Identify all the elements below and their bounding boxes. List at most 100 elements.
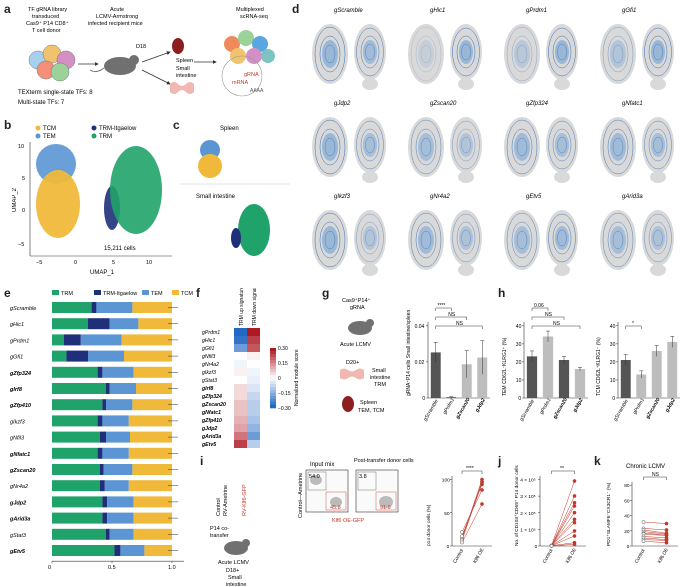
- c-spleen-tcm: [198, 154, 222, 178]
- density-contour: [602, 119, 634, 175]
- significance-bracket: [551, 470, 575, 474]
- density-fill: [514, 226, 530, 254]
- g-mouse-icon: [348, 319, 374, 335]
- i-flow-plot-post: [355, 469, 399, 513]
- e-row-label: gEtv5: [9, 549, 26, 555]
- g-schema-5: Small: [372, 368, 386, 374]
- i-mouse-icon: [224, 539, 250, 555]
- density-fill: [651, 133, 665, 157]
- density-contour: [356, 120, 384, 170]
- y-tick-label: 0.04: [415, 324, 425, 330]
- e-bar-segment: [106, 431, 130, 443]
- polya-label: AAAA: [250, 88, 264, 94]
- intestine-label-1: Small: [176, 66, 190, 72]
- i-gate-1: 54.0: [309, 474, 320, 480]
- e-row-label: gArid3a: [9, 517, 30, 523]
- pair-line: [551, 502, 575, 546]
- e-bar-segment: [96, 302, 133, 313]
- y-tick-label: 30: [610, 342, 616, 348]
- e-row-label: gScramble: [10, 306, 36, 312]
- density-plot-title: gNfatc1: [622, 101, 643, 107]
- f-colorbar-step: [270, 357, 276, 361]
- f-row-label: gJdp2: [201, 426, 217, 432]
- g-schema-1: Cas9⁺P14⁺: [342, 297, 371, 304]
- spleen-icon: [172, 38, 184, 54]
- c-intestine-trm-low: [231, 228, 241, 248]
- pair-line: [643, 537, 667, 540]
- g-intestine-icon: [340, 368, 364, 380]
- e-row-label: gPrdm1: [10, 338, 29, 344]
- e-bar-segment: [109, 528, 134, 540]
- legend-dot-trm: [91, 133, 97, 139]
- legend-dot-trm-low: [91, 125, 97, 131]
- density-fill: [610, 226, 626, 254]
- i-col-title-2: Post-transfer donor cells: [354, 458, 414, 464]
- e-row-label: gNr4a2: [10, 484, 28, 490]
- density-plot: gPrdm1: [504, 8, 578, 90]
- mouse-icon: [89, 55, 139, 75]
- f-heatmap-cell: [247, 376, 260, 384]
- tex-multi-text: Multi-state TFs: 7: [18, 100, 65, 106]
- density-plot-title: gPrdm1: [526, 8, 547, 14]
- panel-e-stacked-bars: TRM TRM-Itgaelow TEM TCM gScramble gHic1 gPrd…: [9, 290, 193, 571]
- density-contour: [607, 221, 629, 259]
- density-blob-tail: [458, 264, 474, 276]
- bar: [636, 374, 647, 398]
- density-fill: [514, 40, 530, 68]
- y-axis-label: gRNA⁺P14 cells Small intestine/spleen: [406, 309, 412, 396]
- f-heatmap-cell: [247, 392, 260, 400]
- k-title: Chronic LCMV: [626, 464, 665, 470]
- density-contour: [319, 221, 341, 259]
- density-contour: [360, 221, 380, 255]
- f-row-label: gIkzf3: [202, 370, 216, 376]
- y-tick-2: 5: [22, 176, 25, 182]
- e-bar-segment: [102, 415, 129, 427]
- density-blob-left: [408, 117, 444, 177]
- density-blob-left: [408, 210, 444, 270]
- y-axis-label: PD1⁺SLAMF6⁻CX3CR1⁻ (%): [606, 482, 612, 546]
- density-contour: [511, 35, 533, 73]
- density-fill: [459, 226, 473, 250]
- density-fill: [610, 133, 626, 161]
- f-heatmap-cell: [247, 352, 260, 360]
- density-contour: [456, 221, 476, 255]
- x-tick-label: gJdp2: [572, 397, 585, 414]
- f-colorbar-step: [270, 402, 276, 406]
- density-blob-tail: [458, 78, 474, 90]
- density-blob-tail: [650, 264, 666, 276]
- significance-bracket: [531, 307, 549, 311]
- density-blob-tail: [554, 78, 570, 90]
- d18-label: D18: [136, 44, 146, 50]
- x-tick-label: Klf6 OE: [565, 547, 578, 564]
- bar: [526, 356, 538, 398]
- pair-line: [643, 533, 667, 536]
- density-contour: [511, 221, 533, 259]
- point-oe: [572, 494, 577, 498]
- point-oe: [664, 540, 669, 545]
- density-plot-title: gHic1: [430, 8, 445, 14]
- density-blob-tail: [362, 171, 378, 183]
- density-contour: [648, 221, 668, 255]
- f-colorbar-tick: −0.30: [278, 406, 291, 412]
- density-blob-tail: [650, 171, 666, 183]
- e-bar-segment: [102, 496, 108, 508]
- pair-line: [461, 484, 483, 537]
- e-bar-segment: [100, 431, 106, 443]
- infection-text-3: infected recipient mice: [88, 21, 143, 27]
- f-colorbar-tick: 0.15: [278, 361, 288, 367]
- pair-line: [461, 503, 483, 543]
- panel-letter-j: j: [498, 454, 502, 468]
- point-oe: [572, 520, 577, 525]
- infection-text-1: Acute: [110, 7, 124, 13]
- f-column-label: TRM down signature: [252, 288, 258, 326]
- f-heatmap-cell: [247, 424, 260, 432]
- e-bar-segment: [132, 464, 172, 475]
- e-row-label: gIkzf3: [10, 419, 26, 425]
- density-contour: [319, 128, 341, 166]
- density-contour: [607, 35, 629, 73]
- f-colorbar-step: [270, 348, 276, 352]
- pair-line: [643, 529, 667, 534]
- density-plot-title: gJdp2: [334, 101, 351, 107]
- point-control: [549, 543, 554, 548]
- density-contour: [365, 229, 375, 247]
